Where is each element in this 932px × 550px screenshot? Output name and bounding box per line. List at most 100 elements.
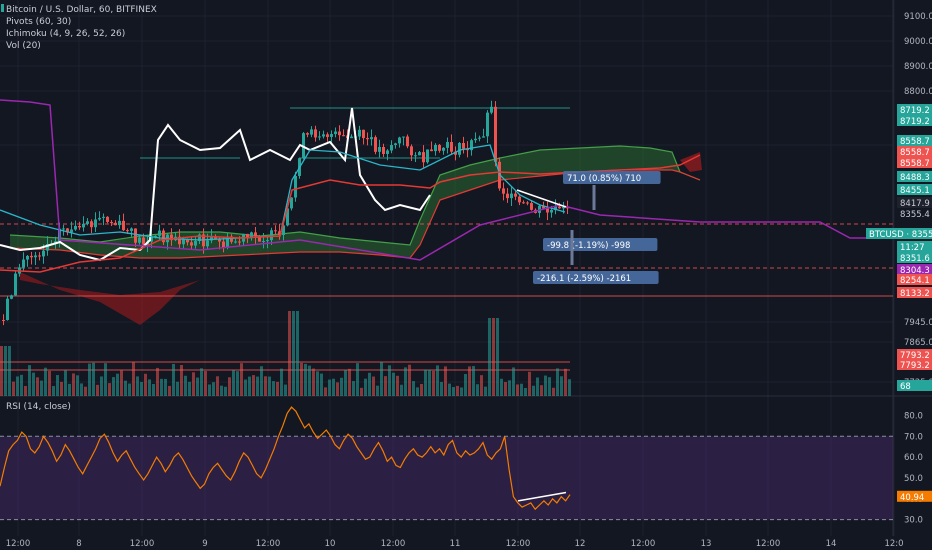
volume-bar-61: [244, 379, 247, 396]
volume-bar-34: [136, 376, 139, 396]
candle-body: [66, 228, 69, 233]
candle-body: [274, 230, 277, 232]
ichimoku-legend[interactable]: Ichimoku (4, 9, 26, 52, 26): [6, 29, 125, 39]
price-tag-15: 7793.2: [900, 351, 930, 361]
volume-bar-93: [372, 376, 375, 396]
purple-line: [0, 99, 893, 261]
candle-body: [554, 206, 557, 210]
volume-bar-68: [272, 381, 275, 396]
candle-body: [394, 143, 397, 146]
price-tag-6: 8455.1: [900, 186, 930, 196]
candle-body: [374, 137, 377, 152]
volume-bar-96: [384, 376, 387, 396]
volume-bar-126: [504, 382, 507, 396]
candle-body: [458, 143, 461, 155]
candle-body: [130, 228, 133, 231]
y-tick-3: 8800.0: [904, 87, 932, 97]
price-tag-11: 8351.6: [900, 254, 930, 264]
volume-bar-105: [420, 383, 423, 396]
volume-bar-130: [520, 383, 523, 396]
price-tag-bg-10: [897, 241, 932, 252]
candle-body: [406, 136, 409, 147]
volume-bar-102: [408, 364, 411, 396]
volume-bar-132: [528, 371, 531, 396]
volume-bar-82: [328, 379, 331, 396]
volume-bar-39: [156, 367, 159, 396]
price-tag-4: 8558.7: [900, 159, 930, 169]
candle-body: [422, 152, 425, 163]
price-tag-bg-14: [897, 287, 932, 298]
candle-body: [218, 239, 221, 242]
time-axis-bg: [0, 536, 932, 550]
volume-bar-6: [24, 385, 27, 396]
symbol-legend[interactable]: Bitcoin / U.S. Dollar, 60, BITFINEX: [6, 5, 157, 15]
volume-bar-18: [72, 373, 75, 396]
volume-bar-50: [200, 368, 203, 396]
candle-body: [506, 193, 509, 199]
price-tag-10: 11:27: [900, 243, 925, 253]
volume-bar-42: [168, 385, 171, 396]
candle-body: [510, 193, 513, 199]
rsi-tick-1: 70.0: [904, 432, 923, 442]
volume-bar-52: [208, 384, 211, 396]
time-axis[interactable]: 12:00 8 12:00 9 12:00 10 12:00 11 12:00 12 12:00 13…: [0, 536, 932, 550]
volume-bar-89: [356, 363, 359, 396]
candle-body: [42, 250, 45, 257]
volume-bar-110: [440, 382, 443, 396]
candle-body: [278, 231, 281, 235]
candle-body: [194, 240, 197, 246]
price-tag-bg-7: [897, 197, 932, 208]
rsi-tick-3: 50.0: [904, 474, 923, 484]
candle-body: [78, 225, 81, 228]
candle-body: [358, 129, 361, 137]
volume-bar-33: [132, 362, 135, 396]
volume-bar-22: [88, 363, 91, 396]
pivots-legend[interactable]: Pivots (60, 30): [6, 17, 71, 27]
volume-bar-54: [216, 376, 219, 396]
volume-bar-141: [564, 368, 567, 396]
volume-bar-47: [188, 381, 191, 396]
grid-lines: [0, 0, 932, 536]
candle-body: [230, 236, 233, 242]
measurement-tools[interactable]: 71.0 (0.85%) 710 -99.8 (-1.19%) -998 -216.…: [533, 171, 661, 284]
volume-bar-129: [516, 384, 519, 396]
candle-body: [10, 295, 13, 299]
measure-label-1: -99.8 (-1.19%) -998: [547, 241, 630, 251]
candle-body: [290, 197, 293, 209]
candle-body: [98, 217, 101, 220]
candle-body: [254, 232, 257, 237]
volume-legend[interactable]: Vol (20): [6, 41, 41, 51]
volume-bar-37: [148, 379, 151, 396]
rsi-legend[interactable]: RSI (14, close): [6, 402, 71, 412]
price-tag-9: BTCUSD · 8355.4: [869, 230, 932, 240]
price-axis[interactable]: 9100.09000.08900.08800.08600.07945.07865…: [866, 12, 932, 392]
candle-body: [262, 240, 265, 242]
volume-bar-10: [40, 380, 43, 396]
volume-bar-30: [120, 370, 123, 396]
volume-bar-69: [276, 381, 279, 396]
volume-bar-57: [228, 377, 231, 396]
candle-body: [558, 206, 561, 209]
candle-body: [138, 237, 141, 243]
rsi-tick-0: 80.0: [904, 411, 923, 421]
candle-body: [402, 136, 405, 138]
candle-body: [154, 235, 157, 237]
volume-bar-20: [80, 383, 83, 396]
candle-body: [70, 229, 73, 233]
candle-body: [122, 220, 125, 231]
candle-body: [2, 320, 5, 321]
candle-body: [134, 228, 137, 243]
candle-body: [494, 106, 497, 162]
volume-bar-103: [412, 381, 415, 396]
candle-body: [198, 234, 201, 241]
candle-body: [550, 209, 553, 213]
volume-bar-58: [232, 370, 235, 396]
candle-body: [6, 298, 9, 321]
y-tick-6: 7865.0: [904, 338, 932, 348]
y-tick-1: 9000.0: [904, 37, 932, 47]
volume-bar-64: [256, 376, 259, 396]
volume-bar-128: [512, 367, 515, 396]
volume-bar-122: [488, 318, 491, 396]
price-tag-bg-3: [897, 146, 932, 157]
